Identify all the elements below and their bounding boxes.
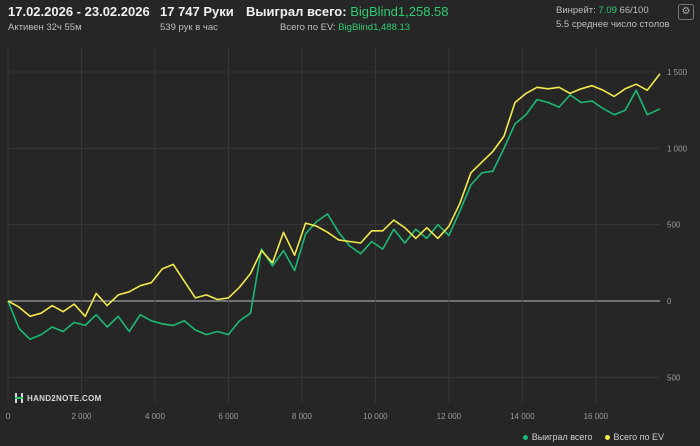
x-tick-label: 8 000	[292, 412, 313, 421]
y-tick-label: 500	[667, 221, 681, 230]
x-tick-label: 12 000	[437, 412, 462, 421]
logo-text: HAND2NOTE.COM	[27, 393, 102, 403]
winrate-extra: 66/100	[619, 5, 649, 16]
y-tick-label: 1 000	[667, 144, 688, 153]
x-tick-label: 0	[6, 412, 11, 421]
x-tick-label: 4 000	[145, 412, 166, 421]
won-value: BigBlind1,258.58	[350, 4, 449, 19]
legend-item-won[interactable]: Выиграл всего	[522, 432, 593, 442]
y-tick-label: 1 500	[667, 68, 688, 77]
ev-value: BigBlind1,488.13	[338, 22, 411, 33]
hands-per-hour: 539 рук в час	[160, 22, 218, 33]
ev-label: Всего по EV:	[280, 22, 336, 33]
hands-count: 17 747 Руки	[160, 4, 234, 19]
date-block: 17.02.2026 - 23.02.2026 Активен 32ч 55м	[8, 4, 150, 33]
active-time: Активен 32ч 55м	[8, 22, 82, 33]
x-tick-label: 16 000	[584, 412, 609, 421]
legend-won-dot	[522, 435, 528, 441]
legend-ev-label: Всего по EV	[613, 432, 664, 442]
avg-tables: 5.5 среднее число столов	[556, 19, 670, 30]
series-line-ev	[7, 73, 661, 318]
x-tick-label: 6 000	[218, 412, 239, 421]
x-tick-label: 14 000	[510, 412, 535, 421]
legend-won-label: Выиграл всего	[531, 432, 593, 442]
chart-legend: Выиграл всего Всего по EV	[522, 432, 664, 442]
series-line-won	[7, 89, 661, 341]
winnings-block: Выиграл всего: BigBlind1,258.58 Всего по…	[246, 4, 449, 33]
x-tick-label: 2 000	[71, 412, 92, 421]
hand2note-logo: HAND2NOTE.COM	[14, 393, 102, 403]
winrate-label: Винрейт:	[556, 5, 596, 16]
won-label: Выиграл всего:	[246, 4, 347, 19]
stats-header: 17.02.2026 - 23.02.2026 Активен 32ч 55м …	[0, 0, 700, 36]
y-tick-label: 500	[667, 373, 681, 382]
hands-block: 17 747 Руки 539 рук в час	[160, 4, 234, 33]
winrate-block: Винрейт: 7.09 66/100 5.5 среднее число с…	[556, 5, 670, 30]
logo-icon	[14, 393, 24, 403]
date-range: 17.02.2026 - 23.02.2026	[8, 4, 150, 19]
y-tick-label: 0	[667, 297, 672, 306]
gear-icon[interactable]: ⚙	[678, 4, 694, 20]
x-tick-label: 10 000	[363, 412, 388, 421]
winrate-value: 7.09	[598, 5, 617, 16]
legend-ev-dot	[604, 435, 610, 441]
legend-item-ev[interactable]: Всего по EV	[604, 432, 664, 442]
